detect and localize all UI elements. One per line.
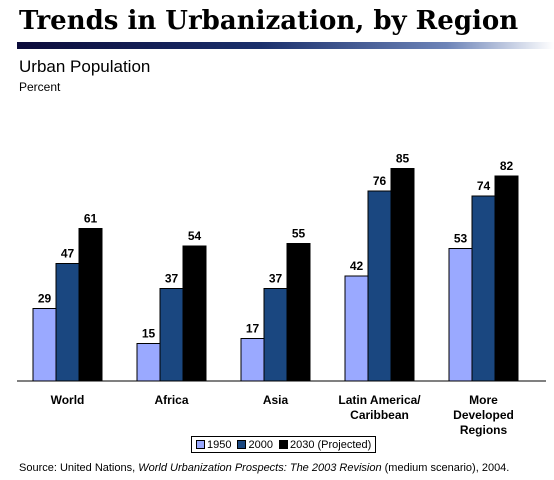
category-label-asia: Asia [263,393,289,407]
data-label-asia-2030: 55 [292,227,306,241]
legend-swatch-2000 [237,440,247,449]
data-label-more-developed-regions-2000: 74 [477,179,491,193]
title-rule [17,42,554,49]
source-note: Source: United Nations, World Urbanizati… [19,462,509,474]
page-title: Trends in Urbanization, by Region [19,6,519,36]
legend-item-2030: 2030 (Projected) [278,438,372,451]
bar-africa-2030 [182,245,207,382]
bar-latin-america-caribbean-1950 [344,275,369,382]
category-label-line: More [469,393,498,407]
bar-more-developed-regions-2030 [494,175,519,382]
data-label-world-2030: 61 [84,212,98,226]
source-suffix: (medium scenario), 2004. [381,462,510,474]
data-label-world-2000: 47 [61,247,75,261]
data-label-world-1950: 29 [38,292,52,306]
chart-subtitle: Urban Population [19,57,151,76]
category-label-line: Developed [453,408,514,422]
y-axis-label: Percent [19,80,61,94]
data-label-africa-1950: 15 [142,327,156,341]
data-label-latin-america-caribbean-2000: 76 [373,174,387,188]
bar-africa-2000 [159,288,184,382]
bar-asia-2030 [286,243,311,382]
legend-item-2000: 2000 [237,438,273,451]
legend-item-1950: 1950 [196,439,231,451]
legend-label-1950: 1950 [207,438,232,451]
bar-world-2030 [78,228,103,382]
source-publication-title: World Urbanization Prospects: The 2003 R… [138,462,382,474]
data-label-latin-america-caribbean-2030: 85 [396,152,410,166]
bar-latin-america-caribbean-2030 [390,168,415,382]
legend-label-2000: 2000 [248,438,273,451]
category-label-line: World [51,393,85,407]
legend: 1950 2000 2030 (Projected) [191,436,377,453]
data-label-more-developed-regions-2030: 82 [500,159,514,173]
category-label-africa: Africa [154,393,188,407]
bar-asia-1950 [240,338,265,382]
bar-africa-1950 [136,343,161,382]
legend-swatch-2030 [278,440,288,449]
category-label-latin-america-caribbean: Latin America/Caribbean [338,393,421,422]
bar-asia-2000 [263,288,288,382]
legend-swatch-1950 [196,440,205,449]
data-label-latin-america-caribbean-1950: 42 [350,259,364,273]
bar-more-developed-regions-2000 [471,195,496,382]
category-label-more-developed-regions: More Developed Regions [453,393,514,437]
data-label-asia-1950: 17 [246,322,260,336]
category-label-line: Latin America/ [338,393,421,407]
source-prefix: Source: United Nations, [19,462,139,474]
bar-world-2000 [55,263,80,382]
bar-latin-america-caribbean-2000 [367,190,392,382]
category-label-line: Caribbean [350,408,409,422]
category-label-world: World [51,393,85,407]
data-label-africa-2000: 37 [165,272,179,286]
data-label-asia-2000: 37 [269,272,283,286]
bar-more-developed-regions-1950 [448,248,473,382]
category-label-line: Africa [154,393,188,407]
bar-world-1950 [32,308,57,382]
legend-label-2030: 2030 (Projected) [289,438,372,451]
data-label-more-developed-regions-1950: 53 [454,232,468,246]
category-label-line: Regions [460,423,508,437]
data-label-africa-2030: 54 [188,229,202,243]
category-label-line: Asia [263,393,289,407]
